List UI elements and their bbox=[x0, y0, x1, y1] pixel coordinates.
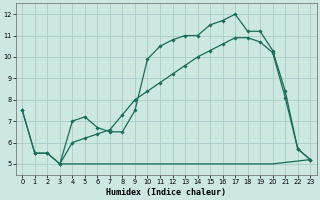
X-axis label: Humidex (Indice chaleur): Humidex (Indice chaleur) bbox=[106, 188, 226, 197]
